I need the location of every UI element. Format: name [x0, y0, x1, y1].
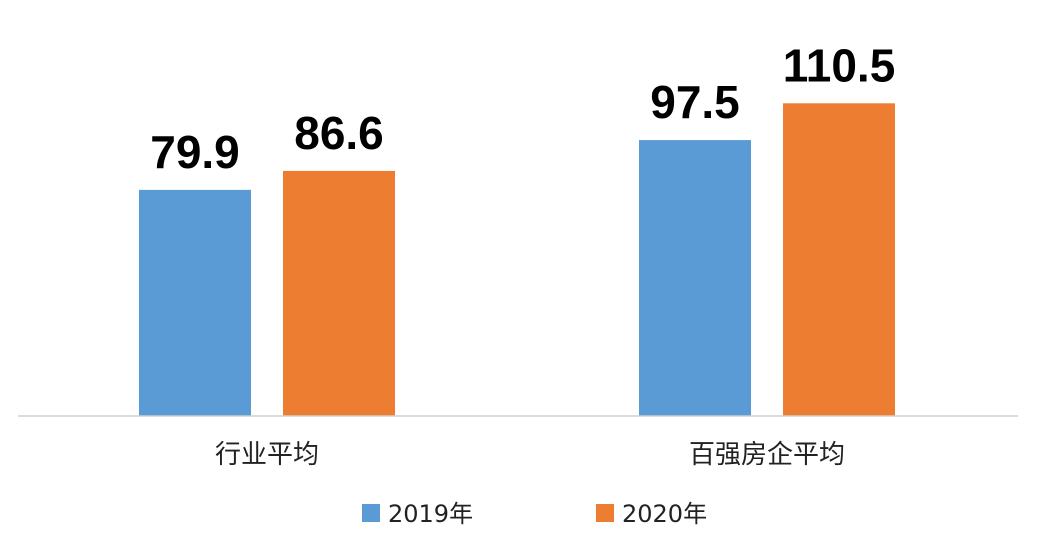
legend-swatch	[362, 504, 380, 522]
legend-label: 2019年	[388, 500, 473, 528]
data-label: 79.9	[150, 126, 240, 178]
legend-label: 2020年	[622, 500, 707, 528]
legend-swatch	[596, 504, 614, 522]
data-label: 97.5	[650, 76, 740, 128]
bar	[639, 140, 751, 416]
x-tick-label: 行业平均	[215, 440, 319, 470]
data-label: 110.5	[783, 39, 896, 91]
category-labels-group: 行业平均 百强房企平均	[215, 440, 845, 470]
data-label: 86.6	[294, 107, 384, 159]
bar	[783, 103, 895, 416]
bar	[139, 189, 251, 416]
x-tick-label: 百强房企平均	[689, 440, 845, 470]
value-labels-group: 79.9 86.6 97.5 110.5	[150, 39, 895, 178]
bar	[283, 170, 395, 416]
bars-group	[139, 103, 895, 416]
legend: 2019年 2020年	[362, 500, 707, 528]
